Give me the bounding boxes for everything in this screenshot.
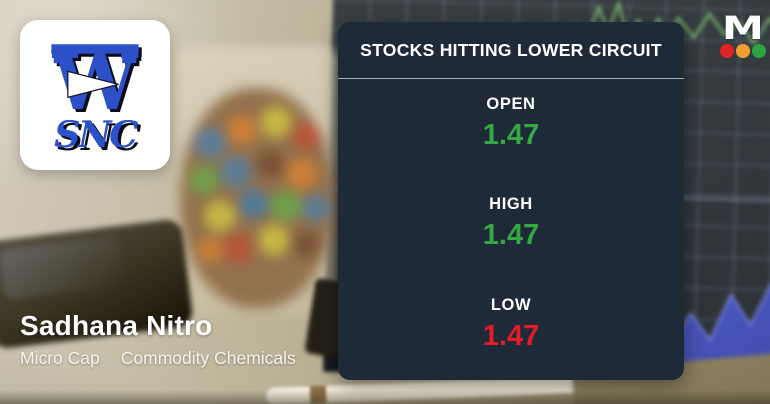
stat-high-label: HIGH [489,195,533,214]
stat-low: LOW 1.47 [338,280,684,380]
stat-open: OPEN 1.47 [338,79,684,179]
logo-arrow-icon [67,70,119,99]
sector-tag: Commodity Chemicals [120,348,296,368]
brand-dots [720,44,766,58]
company-tags: Micro Cap Commodity Chemicals [20,348,296,369]
company-logo: W SNC W SNC [20,20,170,170]
orange-dot-icon [736,44,750,58]
svg-text:SNC: SNC [57,116,141,154]
brand-m-letter: M [721,9,765,47]
card-title: STOCKS HITTING LOWER CIRCUIT [338,22,684,79]
green-dot-icon [752,44,766,58]
company-name: Sadhana Nitro [20,310,213,341]
lower-circuit-card: STOCKS HITTING LOWER CIRCUIT OPEN 1.47 H… [338,22,684,380]
background-candy-jar [176,46,338,316]
red-dot-icon [720,44,734,58]
snc-logo-emblem: W SNC W SNC [51,38,144,154]
logo-monogram: W SNC [51,38,141,154]
stat-low-label: LOW [490,295,532,314]
stat-high: HIGH 1.47 [338,179,684,279]
stat-open-label: OPEN [486,95,536,113]
svg-text:SNC: SNC [54,113,138,154]
card-body: OPEN 1.47 HIGH 1.47 LOW 1.47 [338,79,684,380]
stat-open-value: 1.47 [482,119,540,151]
stat-low-value: 1.47 [482,319,540,352]
phone-screen-glare [0,235,125,301]
marketsmojo-logo: M [718,9,768,58]
candy-cluster [180,88,334,308]
stat-high-value: 1.47 [482,219,540,252]
market-cap-tag: Micro Cap [20,348,100,368]
